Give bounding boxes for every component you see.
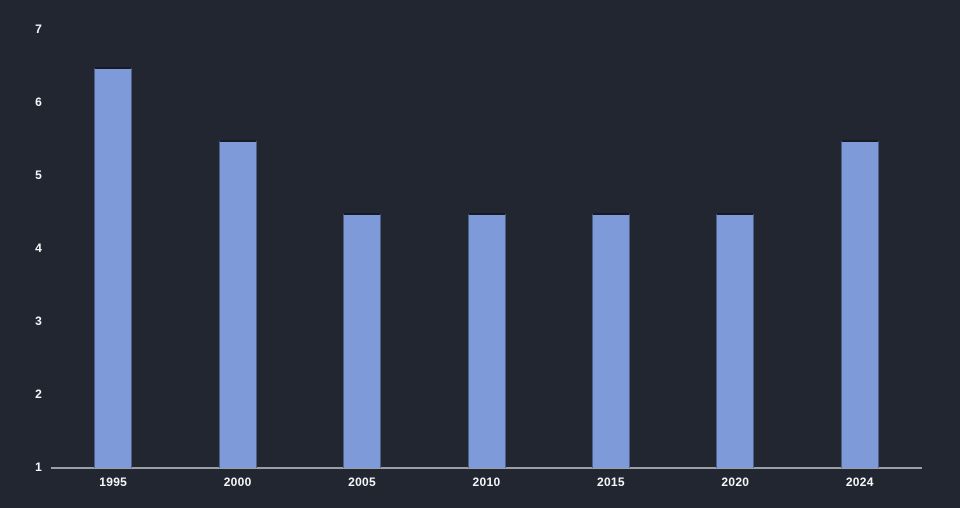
y-tick-label-6: 6 [35, 95, 42, 109]
bar-2015 [591, 212, 630, 468]
bar-2005 [343, 212, 382, 468]
y-tick-label-4: 4 [35, 241, 42, 255]
x-tick-label-1995: 1995 [99, 475, 128, 489]
x-tick-label-2020: 2020 [721, 475, 750, 489]
x-tick-label-2024: 2024 [845, 475, 874, 489]
y-tick-label-5: 5 [35, 168, 42, 182]
bar-1995 [94, 66, 133, 468]
x-tick-label-2005: 2005 [348, 475, 377, 489]
bar-2000 [218, 139, 257, 468]
bar-2024 [840, 139, 879, 468]
x-tick-label-2000: 2000 [223, 475, 252, 489]
y-tick-label-1: 1 [35, 460, 42, 474]
y-tick-label-3: 3 [35, 314, 42, 328]
bar-2010 [467, 212, 506, 468]
bar-2020 [716, 212, 755, 468]
x-tick-label-2015: 2015 [596, 475, 625, 489]
x-tick-label-2010: 2010 [472, 475, 501, 489]
x-axis-line [51, 467, 922, 469]
y-tick-label-2: 2 [35, 387, 42, 401]
y-tick-label-7: 7 [35, 22, 42, 36]
